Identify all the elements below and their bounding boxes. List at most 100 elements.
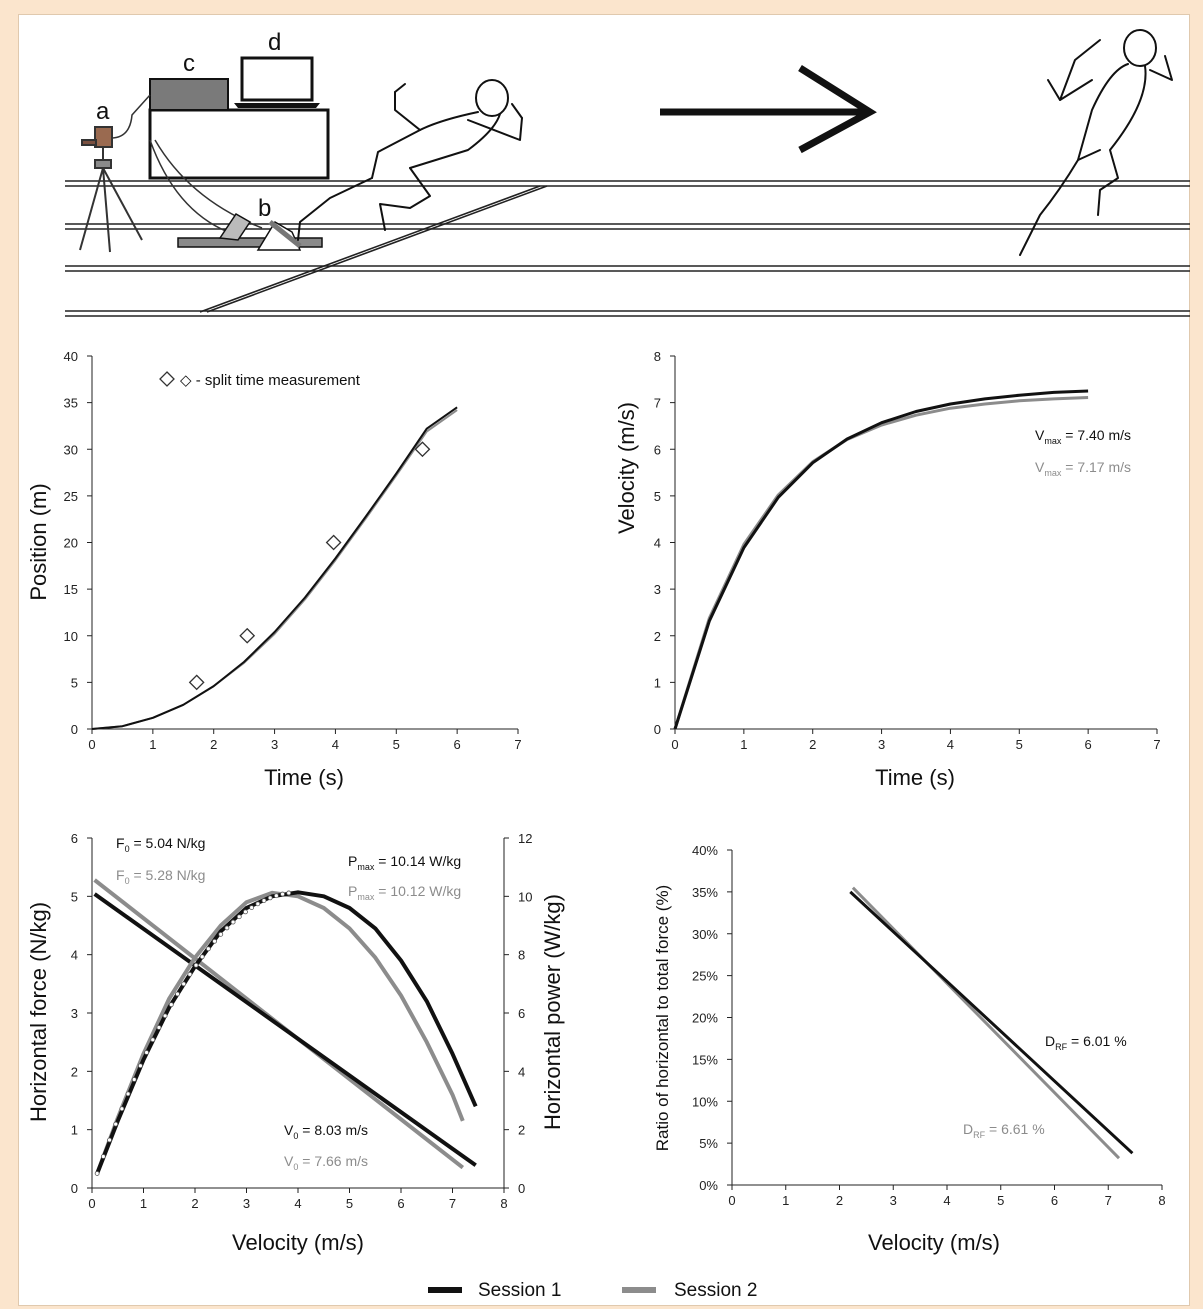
pmax-annotation-session2: Pmax = 10.12 W/kg bbox=[348, 883, 461, 902]
power-sample-marker bbox=[131, 1077, 137, 1082]
x-tick-label: 1 bbox=[740, 737, 747, 752]
x-tick-label: 3 bbox=[271, 737, 278, 752]
series-line-session1 bbox=[91, 406, 458, 730]
x-tick-label: 1 bbox=[149, 737, 156, 752]
series-line-session2 bbox=[851, 886, 1121, 1160]
power-sample-marker bbox=[168, 1002, 174, 1008]
power-sample-marker bbox=[119, 1106, 125, 1112]
y-tick-label: 3 bbox=[654, 582, 661, 597]
x-tick-label: 3 bbox=[878, 737, 885, 752]
y-tick-label: 30 bbox=[64, 442, 78, 457]
y-tick-label: 3 bbox=[71, 1006, 78, 1021]
power-sample-marker bbox=[113, 1121, 119, 1127]
runner-start-figure bbox=[297, 79, 523, 241]
drf-annotation-session1: DRF = 6.01 % bbox=[1045, 1033, 1127, 1052]
y2-tick-label: 6 bbox=[518, 1006, 525, 1021]
split-time-marker bbox=[239, 627, 256, 644]
y-tick-label: 1 bbox=[654, 675, 661, 690]
y-tick-label: 7 bbox=[654, 396, 661, 411]
power-sample-marker bbox=[175, 991, 180, 997]
y2-tick-label: 4 bbox=[518, 1064, 525, 1079]
x-tick-label: 6 bbox=[397, 1196, 404, 1211]
vmax-annotation-session1: Vmax = 7.40 m/s bbox=[1035, 427, 1131, 446]
y-tick-label: 4 bbox=[654, 536, 661, 551]
y-tick-label: 2 bbox=[71, 1064, 78, 1079]
camera-tripod bbox=[79, 126, 143, 253]
y-tick-label: 5 bbox=[71, 675, 78, 690]
x-tick-label: 2 bbox=[809, 737, 816, 752]
laptop-icon bbox=[234, 56, 320, 108]
x-tick-label: 2 bbox=[191, 1196, 198, 1211]
x-tick-label: 5 bbox=[346, 1196, 353, 1211]
power-sample-marker bbox=[199, 954, 205, 960]
v0-annotation-session2: V0 = 7.66 m/s bbox=[284, 1153, 368, 1172]
f0-annotation-session1: F0 = 5.04 N/kg bbox=[116, 835, 205, 854]
y-tick-label: 4 bbox=[71, 948, 78, 963]
x-axis-label: Velocity (m/s) bbox=[232, 1230, 364, 1255]
x-tick-label: 5 bbox=[997, 1193, 1004, 1208]
x-tick-label: 0 bbox=[728, 1193, 735, 1208]
x-tick-label: 4 bbox=[332, 737, 339, 752]
x-tick-label: 8 bbox=[500, 1196, 507, 1211]
power-sample-marker bbox=[193, 962, 199, 968]
legend-diamond-marker bbox=[159, 371, 175, 387]
x-tick-label: 0 bbox=[671, 737, 678, 752]
runner-sprint-figure bbox=[1019, 29, 1173, 256]
y-tick-label: 35 bbox=[64, 396, 78, 411]
x-tick-label: 1 bbox=[140, 1196, 147, 1211]
y-tick-label: 2 bbox=[654, 629, 661, 644]
chart-position-time: 0 1 2 3 4 5 6 7 0 5 10 15 20 25 30 35 40 Time (s) Positi… bbox=[26, 349, 522, 790]
y-tick-label: 0 bbox=[654, 722, 661, 737]
power-sample-marker bbox=[156, 1025, 162, 1030]
x-axis-label: Time (s) bbox=[875, 765, 955, 790]
power-sample-marker bbox=[261, 898, 267, 904]
power-sample-marker bbox=[230, 919, 236, 925]
x-tick-label: 7 bbox=[514, 737, 521, 752]
split-time-marker bbox=[188, 674, 205, 691]
x-tick-label: 6 bbox=[1085, 737, 1092, 752]
x-axis-label: Velocity (m/s) bbox=[868, 1230, 1000, 1255]
y-tick-label: 40 bbox=[64, 349, 78, 364]
pmax-annotation-session1: Pmax = 10.14 W/kg bbox=[348, 853, 461, 872]
sprint-setup-illustration: a b c d bbox=[65, 29, 1190, 317]
x-axis-label: Time (s) bbox=[264, 765, 344, 790]
power-sample-marker bbox=[107, 1137, 112, 1143]
x-tick-label: 7 bbox=[1105, 1193, 1112, 1208]
x-tick-label: 7 bbox=[1153, 737, 1160, 752]
x-tick-label: 0 bbox=[88, 737, 95, 752]
force-line-session1 bbox=[93, 892, 477, 1167]
y-tick-label: 15% bbox=[692, 1052, 718, 1067]
y2-tick-label: 2 bbox=[518, 1123, 525, 1138]
y-tick-label: 20 bbox=[64, 536, 78, 551]
y-tick-label: 35% bbox=[692, 885, 718, 900]
y-tick-label: 10 bbox=[64, 629, 78, 644]
y2-tick-label: 0 bbox=[518, 1181, 525, 1196]
y-tick-label: 25% bbox=[692, 969, 718, 984]
power-sample-marker bbox=[218, 931, 224, 937]
x-tick-label: 4 bbox=[947, 737, 954, 752]
power-sample-marker bbox=[236, 914, 242, 920]
chart-rf-velocity: 0 1 2 3 4 5 6 7 8 0% 5% 10% 15% 20% 25% 30% 35% 40% DRF = … bbox=[653, 843, 1166, 1255]
x-tick-label: 5 bbox=[393, 737, 400, 752]
x-tick-label: 0 bbox=[88, 1196, 95, 1211]
y-tick-label: 25 bbox=[64, 489, 78, 504]
y-tick-label: 5% bbox=[699, 1136, 718, 1151]
y-tick-label: 20% bbox=[692, 1011, 718, 1026]
starting-blocks bbox=[177, 213, 323, 251]
y-tick-label: 0% bbox=[699, 1178, 718, 1193]
series-line-session2 bbox=[673, 396, 1089, 730]
drf-annotation-session2: DRF = 6.61 % bbox=[963, 1121, 1045, 1140]
label-a: a bbox=[96, 98, 110, 125]
power-sample-marker bbox=[286, 890, 292, 896]
x-tick-label: 2 bbox=[836, 1193, 843, 1208]
series-line-session2 bbox=[91, 409, 458, 730]
power-sample-marker bbox=[100, 1154, 106, 1159]
y-tick-label: 40% bbox=[692, 843, 718, 858]
v0-annotation-session1: V0 = 8.03 m/s bbox=[284, 1122, 368, 1141]
power-sample-marker bbox=[224, 925, 230, 931]
x-tick-label: 6 bbox=[1051, 1193, 1058, 1208]
x-tick-label: 5 bbox=[1016, 737, 1023, 752]
y-tick-label: 30% bbox=[692, 927, 718, 942]
y-tick-label: 6 bbox=[654, 442, 661, 457]
